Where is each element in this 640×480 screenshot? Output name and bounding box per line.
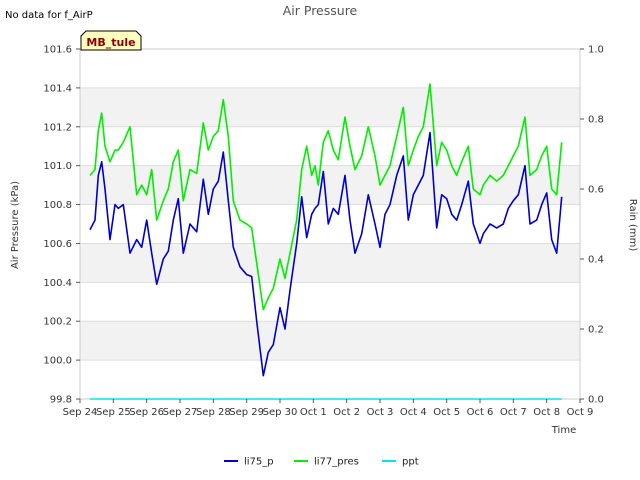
series-group	[89, 83, 563, 400]
x-tick-label: Sep 24	[63, 407, 98, 418]
y-tick-label: 100.0	[43, 356, 72, 367]
y-tick-label: 100.6	[43, 239, 72, 250]
y-tick-label: 100.2	[43, 317, 72, 328]
station-badge: MB_tule	[80, 30, 142, 51]
y2-tick-label: 0.4	[588, 255, 604, 266]
band	[80, 87, 580, 127]
x-tick-label: Oct 5	[433, 407, 460, 418]
series-line-li77_pres	[89, 83, 563, 311]
x-tick-label: Oct 1	[300, 407, 327, 418]
y2-axis-ticks: 0.0 0.2 0.4 0.6 0.8 1.0	[580, 45, 604, 406]
y2-tick-label: 0.8	[588, 115, 604, 126]
x-tick-label: Oct 3	[367, 407, 394, 418]
y2-axis-label: Rain (mm)	[627, 199, 638, 252]
x-tick-label: Oct 8	[533, 407, 560, 418]
x-tick-label: Sep 26	[129, 407, 164, 418]
y2-tick-label: 0.2	[588, 325, 604, 336]
y-tick-label: 100.4	[43, 278, 72, 289]
x-tick-label: Oct 2	[333, 407, 360, 418]
legend-label-li75_p: li75_p	[244, 457, 274, 468]
station-badge-label: MB_tule	[86, 36, 135, 49]
legend: li75_p li77_pres ppt	[224, 457, 419, 468]
y2-tick-label: 0.0	[588, 395, 604, 406]
x-tick-label: Sep 27	[163, 407, 198, 418]
band	[80, 243, 580, 283]
chart-title: Air Pressure	[283, 3, 358, 18]
y-tick-label: 100.8	[43, 200, 72, 211]
x-tick-label: Sep 29	[229, 407, 264, 418]
y-tick-label: 99.8	[50, 395, 72, 406]
background-bands	[80, 87, 580, 361]
no-data-note: No data for f_AirP	[5, 10, 93, 21]
x-tick-label: Oct 7	[500, 407, 527, 418]
legend-label-ppt: ppt	[402, 457, 419, 468]
x-tick-label: Sep 28	[196, 407, 231, 418]
y-tick-label: 101.0	[43, 161, 72, 172]
y-tick-label: 101.4	[43, 83, 72, 94]
x-tick-label: Sep 30	[263, 407, 298, 418]
legend-label-li77_pres: li77_pres	[314, 457, 359, 468]
y-tick-label: 101.6	[43, 45, 72, 56]
y-axis-label: Air Pressure (kPa)	[10, 181, 21, 269]
x-tick-label: Oct 9	[567, 407, 594, 418]
series-line-li75_p	[89, 131, 563, 377]
y2-tick-label: 1.0	[588, 45, 604, 56]
x-tick-label: Sep 25	[96, 407, 131, 418]
y2-tick-label: 0.6	[588, 185, 604, 196]
y-axis-ticks: 99.8 100.0 100.2 100.4 100.6 100.8 101.0 101.2 1…	[43, 45, 80, 406]
band	[80, 321, 580, 361]
gridlines	[80, 48, 580, 400]
band	[80, 165, 580, 205]
y-tick-label: 101.2	[43, 122, 72, 133]
x-tick-label: Oct 6	[467, 407, 494, 418]
x-tick-label: Oct 4	[400, 407, 427, 418]
x-axis-label: Time	[551, 425, 576, 436]
